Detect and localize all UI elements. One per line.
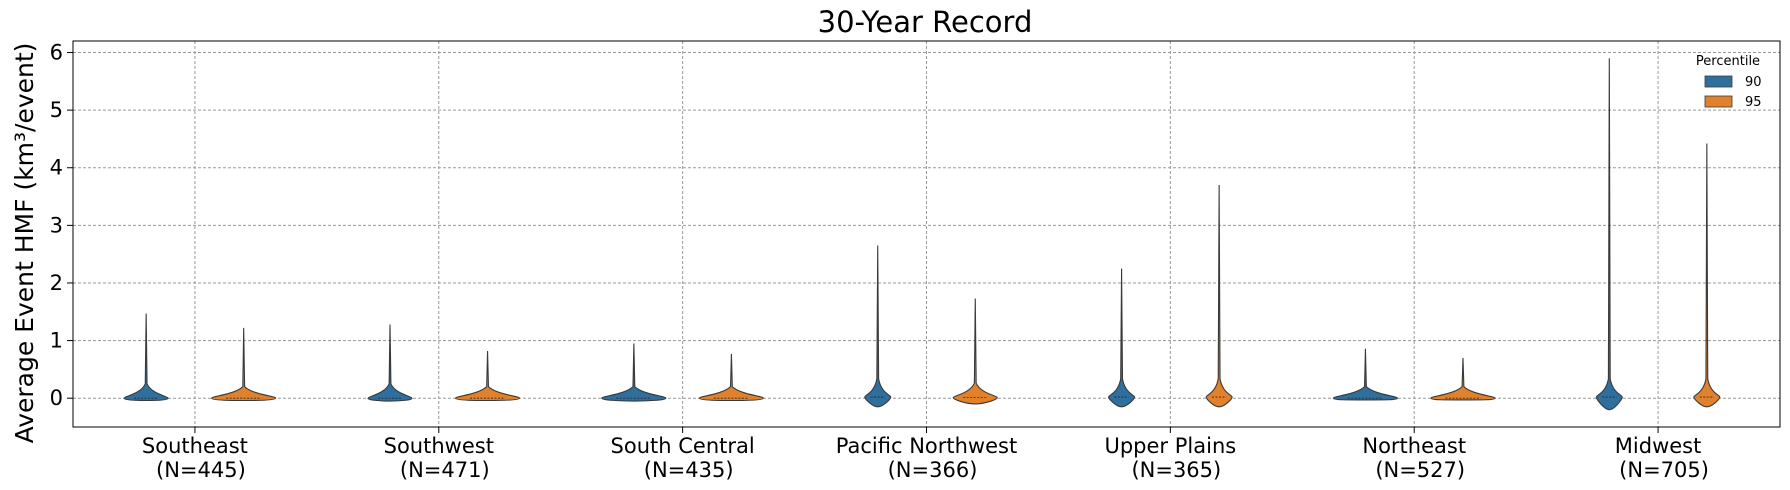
y-tick-label: 0: [50, 386, 63, 410]
y-tick-label: 2: [50, 271, 63, 295]
y-tick-label: 6: [50, 41, 63, 65]
legend-swatch-95: [1704, 95, 1733, 108]
x-tick-count: (N=435): [644, 458, 734, 482]
y-tick-label: 3: [50, 213, 63, 237]
chart-title: 30-Year Record: [818, 5, 1033, 39]
grid: [73, 41, 1780, 427]
violin-95-6: [1693, 143, 1721, 408]
legend-label-95: 95: [1745, 95, 1762, 110]
x-tick-label: Midwest: [1615, 434, 1702, 458]
x-tick-label: Upper Plains: [1104, 434, 1236, 458]
violin-90-4: [1108, 268, 1136, 408]
violin-95-4: [1205, 185, 1233, 408]
violin-90-2: [601, 343, 667, 402]
violin-95-2: [698, 353, 764, 402]
x-tick-label: Pacific Northwest: [836, 434, 1017, 458]
y-tick-label: 4: [50, 156, 63, 180]
violin-90-0: [123, 313, 169, 402]
violin-90-3: [864, 245, 892, 408]
x-tick-count: (N=705): [1619, 458, 1709, 482]
x-tick-count: (N=527): [1375, 458, 1465, 482]
legend-label-90: 90: [1745, 75, 1762, 90]
violin-95-3: [952, 298, 998, 405]
x-tick-label: Southeast: [142, 434, 248, 458]
violin-90-5: [1332, 348, 1398, 401]
x-tick-count: (N=366): [888, 458, 978, 482]
y-tick-label: 5: [50, 98, 63, 122]
x-tick-count: (N=365): [1131, 458, 1221, 482]
violins: [123, 58, 1721, 411]
legend-title: Percentile: [1696, 54, 1760, 69]
ticks: 0 1 2 3 4 5 6 Southeast(N=445) Southwest(N=471) S…: [50, 41, 1709, 482]
x-tick-label: South Central: [611, 434, 755, 458]
violin-95-1: [455, 350, 521, 402]
violin-95-0: [211, 327, 277, 402]
legend-swatch-90: [1704, 75, 1733, 88]
x-tick-label: Northeast: [1362, 434, 1466, 458]
violin-95-5: [1430, 357, 1496, 401]
y-tick-label: 1: [50, 329, 63, 353]
x-tick-count: (N=445): [156, 458, 246, 482]
x-tick-label: Southwest: [384, 434, 494, 458]
y-axis-label: Average Event HMF (km³/event): [10, 43, 39, 444]
x-tick-count: (N=471): [400, 458, 490, 482]
violin-90-6: [1595, 58, 1623, 411]
violin-90-1: [367, 324, 413, 402]
legend: Percentile 90 95: [1696, 54, 1762, 110]
